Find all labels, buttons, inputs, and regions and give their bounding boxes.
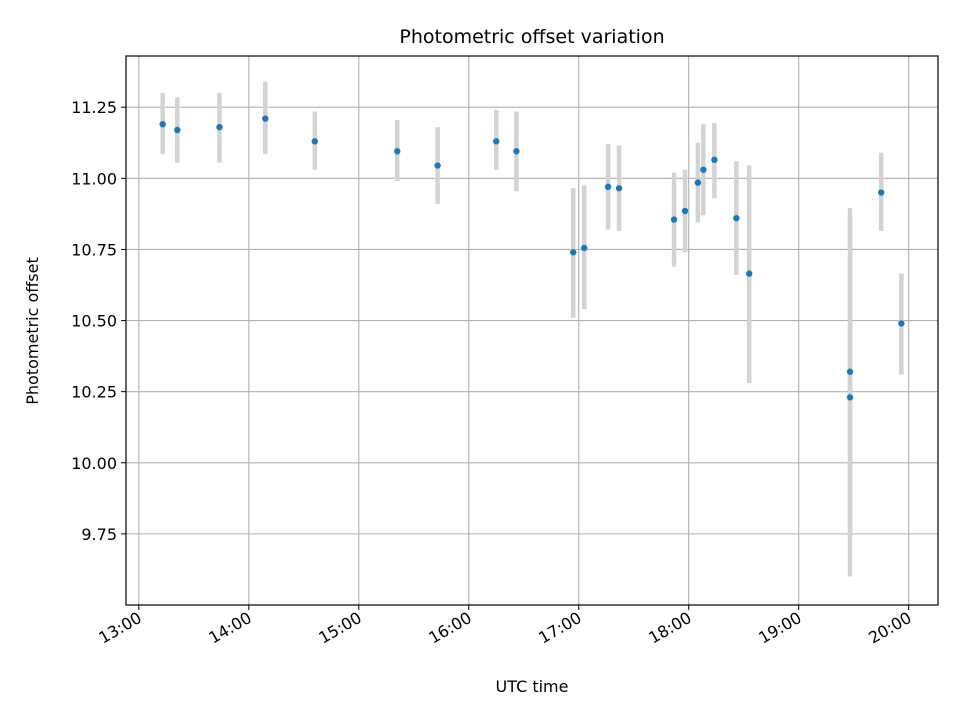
- data-point: [581, 244, 588, 252]
- data-point: [174, 126, 181, 134]
- data-point: [694, 179, 702, 186]
- data-point: [493, 138, 500, 145]
- y-tick-label: 10.75: [71, 240, 117, 259]
- x-tick-label: 13:00: [95, 608, 144, 648]
- plot-frame: [125, 55, 939, 606]
- data-point: [604, 183, 612, 191]
- data-point: [700, 166, 707, 173]
- data-point: [711, 156, 718, 164]
- data-point: [262, 115, 269, 122]
- x-tick-label: 20:00: [865, 608, 914, 648]
- data-point: [570, 249, 577, 256]
- y-tick-label: 11.00: [71, 169, 117, 188]
- x-tick-label: 14:00: [205, 608, 254, 648]
- y-tick-label: 11.25: [71, 98, 117, 117]
- y-tick-label: 9.75: [81, 525, 117, 544]
- data-point: [746, 270, 753, 277]
- x-tick-label: 18:00: [645, 608, 694, 648]
- data-point: [615, 185, 623, 192]
- x-axis-label: UTC time: [496, 677, 569, 696]
- data-point: [846, 368, 854, 375]
- data-point: [898, 320, 905, 327]
- y-tick-label: 10.00: [71, 454, 117, 473]
- data-point: [159, 121, 166, 128]
- x-tick-label: 15:00: [315, 608, 364, 648]
- data-point: [670, 216, 678, 223]
- chart-title: Photometric offset variation: [399, 26, 664, 48]
- data-point: [733, 214, 740, 222]
- data-point: [216, 123, 223, 131]
- x-tick-label: 17:00: [535, 608, 584, 648]
- y-axis-label: Photometric offset: [23, 257, 42, 405]
- grid: [126, 56, 938, 605]
- y-tick-label: 10.50: [71, 312, 117, 331]
- data-point: [513, 148, 520, 155]
- data-point: [877, 189, 885, 196]
- x-tick-label: 19:00: [755, 608, 804, 648]
- data-point: [434, 162, 441, 169]
- data-point: [681, 207, 689, 215]
- data-point: [394, 148, 401, 155]
- ticks: 13:00 14:00 15:00 16:00 17:00 18:00 19:00 20:00…: [71, 98, 914, 647]
- error-bars: [160, 81, 904, 577]
- x-tick-label: 16:00: [425, 608, 474, 648]
- data-points: [159, 115, 905, 401]
- y-tick-label: 10.25: [71, 383, 117, 402]
- data-point: [311, 138, 318, 145]
- data-point: [846, 394, 854, 401]
